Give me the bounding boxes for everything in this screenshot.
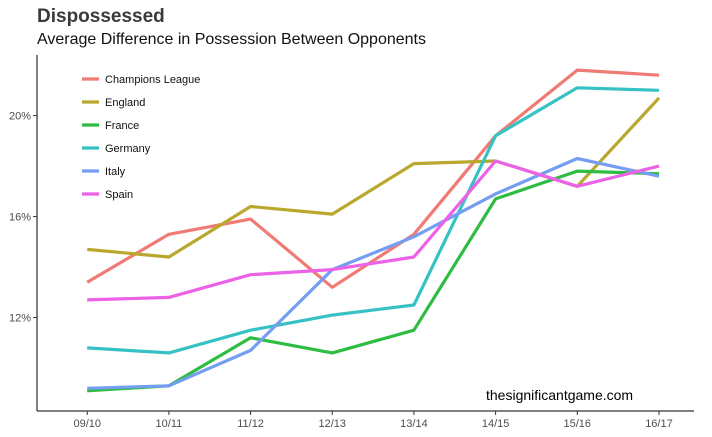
- x-tick-label: 09/10: [73, 418, 101, 430]
- y-tick-label: 12%: [9, 313, 31, 325]
- series-line-champions-league: [86, 68, 660, 289]
- x-tick-label: 14/15: [482, 418, 510, 430]
- x-tick-label: 10/11: [156, 418, 183, 430]
- x-tick-label: 15/16: [564, 418, 592, 430]
- legend-label: Spain: [105, 189, 133, 201]
- legend-label: Champions League: [105, 74, 200, 86]
- legend-label: France: [105, 120, 139, 132]
- chart-title: Dispossessed: [37, 6, 165, 27]
- x-tick-label: 16/17: [645, 418, 673, 430]
- x-tick-label: 12/13: [318, 418, 346, 430]
- chart-subtitle: Average Difference in Possession Between…: [37, 31, 426, 48]
- y-tick-label: 16%: [9, 212, 31, 224]
- legend-label: Italy: [105, 166, 126, 178]
- x-tick-label: 13/14: [400, 418, 428, 430]
- x-tick-label: 11/12: [237, 418, 264, 430]
- legend-label: Germany: [105, 143, 151, 155]
- series-line-spain: [87, 159, 660, 302]
- series-line-italy: [87, 156, 660, 390]
- series-line-france: [87, 169, 660, 393]
- series-line-germany: [87, 86, 660, 355]
- y-tick-label: 20%: [9, 111, 31, 123]
- legend-label: England: [105, 97, 145, 109]
- chart-caption: thesignificantgame.com: [486, 387, 634, 403]
